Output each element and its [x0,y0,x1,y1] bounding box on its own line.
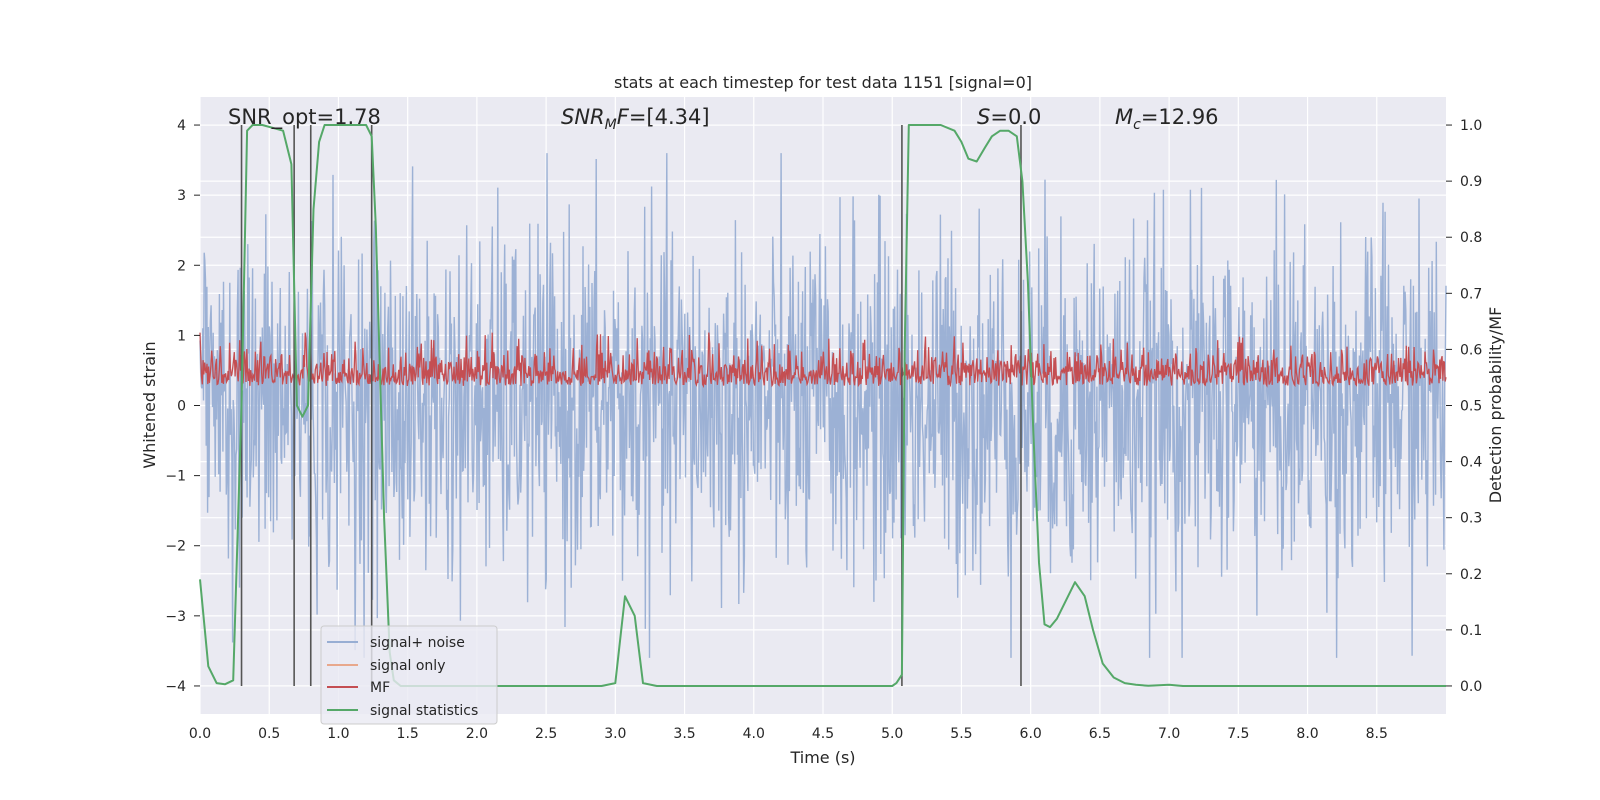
x-tick-label: 6.5 [1089,726,1111,742]
legend-label-mf: MF [370,680,390,696]
y-ticks: 4 3 2 1 0 −1 −2 −3 −4 [165,118,200,695]
y2-tick-label: 0.1 [1460,623,1482,639]
y-tick-label: 4 [177,118,186,134]
x-tick-label: 2.0 [466,726,488,742]
mc-base: M [1115,105,1133,129]
x-tick-label: 7.5 [1227,726,1249,742]
y-tick-label: −1 [165,469,186,485]
x-ticks: 0.0 0.5 1.0 1.5 2.0 2.5 3.0 3.5 4.0 4.5 5.0 5.5 6.0 6… [189,726,1388,742]
y2-axis-label: Detection probability/MF [1486,307,1505,504]
mf-line [199,332,1447,389]
x-tick-label: 7.0 [1158,726,1180,742]
snr-mf-sub: M [605,117,617,133]
y-tick-label: −3 [165,609,186,625]
y2-tick-label: 0.9 [1460,174,1482,190]
legend-label-noise: signal+ noise [370,635,465,651]
legend: signal+ noise signal only MF signal stat… [320,625,498,725]
x-tick-label: 5.0 [881,726,903,742]
y-tick-label: −4 [165,679,186,695]
y2-tick-label: 0.4 [1460,455,1482,471]
signal-statistics-line [199,124,1446,687]
s-value: =0.0 [990,105,1041,129]
y2-tick-label: 0.3 [1460,511,1482,527]
y2-ticks: 1.0 0.9 0.8 0.7 0.6 0.5 0.4 0.3 0.2 0.1 0.0 [1446,118,1482,695]
y2-tick-label: 0.6 [1460,342,1482,358]
annotation-snr-mf: SNRMF=[4.34] [561,105,710,133]
y-tick-label: 2 [177,258,186,274]
x-axis-label: Time (s) [789,748,855,767]
x-tick-label: 3.5 [673,726,695,742]
x-tick-label: 0.0 [189,726,211,742]
x-tick-label: 0.5 [258,726,280,742]
y2-tick-label: 0.5 [1460,399,1482,415]
mf-series [199,332,1447,389]
y-axis-label: Whitened strain [140,341,159,468]
chart-title: stats at each timestep for test data 115… [614,73,1032,92]
y2-tick-label: 0.0 [1460,679,1482,695]
annotation-mc: Mc=12.96 [1115,105,1219,133]
annotation-s: S=0.0 [977,105,1041,129]
x-tick-label: 3.0 [604,726,626,742]
annotation-snr-opt: SNR_opt=1.78 [228,105,381,130]
x-tick-label: 1.0 [327,726,349,742]
mc-value: =12.96 [1141,105,1219,129]
x-tick-label: 8.0 [1296,726,1318,742]
y-tick-label: 3 [177,188,186,204]
x-tick-label: 4.5 [812,726,834,742]
snr-mf-ital2: F [617,105,630,129]
x-tick-label: 5.5 [950,726,972,742]
snr-mf-value: =[4.34] [629,105,710,129]
x-tick-label: 6.0 [1020,726,1042,742]
x-tick-label: 1.5 [397,726,419,742]
x-tick-label: 4.0 [743,726,765,742]
y-tick-label: −2 [165,539,186,555]
s-label: S [977,105,990,129]
y2-tick-label: 0.2 [1460,567,1482,583]
signal-statistics-series [199,124,1446,687]
legend-box [320,625,498,725]
x-tick-label: 2.5 [535,726,557,742]
mc-sub: c [1133,117,1141,133]
y-tick-label: 1 [177,328,186,344]
y2-tick-label: 0.7 [1460,286,1482,302]
y-tick-label: 0 [177,399,186,415]
y2-tick-label: 0.8 [1460,230,1482,246]
x-tick-label: 8.5 [1366,726,1388,742]
legend-label-stats: signal statistics [370,703,478,719]
snr-mf-base: SNR [561,105,605,129]
legend-label-signal-only: signal only [370,658,445,674]
y2-tick-label: 1.0 [1460,118,1482,134]
